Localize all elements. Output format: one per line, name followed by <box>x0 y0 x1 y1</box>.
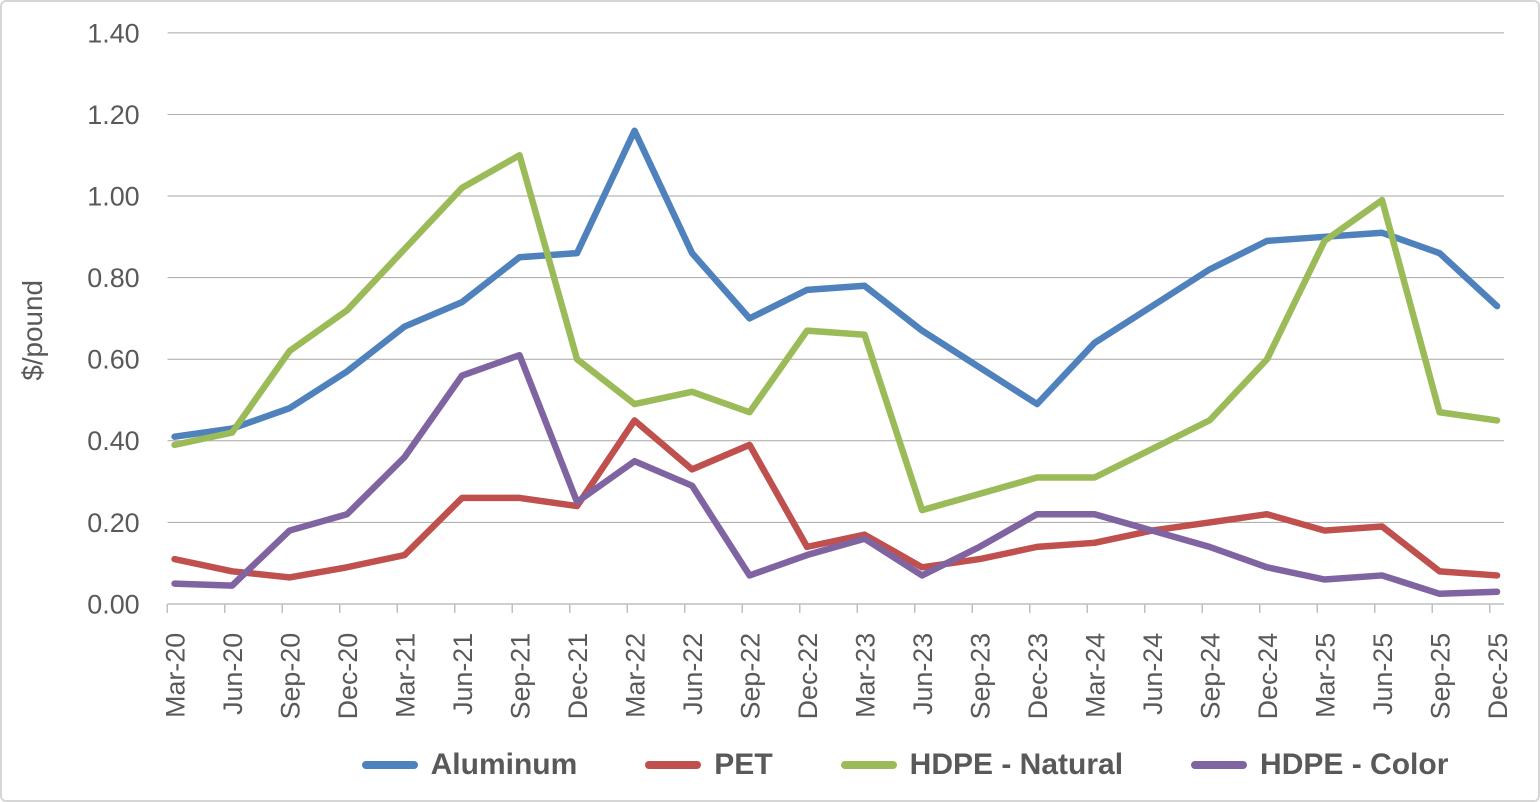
legend-label-hdpe-natural: HDPE - Natural <box>909 748 1124 781</box>
y-axis-tick-label: 0.20 <box>87 508 139 538</box>
legend-item-aluminum: Aluminum <box>361 748 578 782</box>
legend-item-hdpe-color: HDPE - Color <box>1191 748 1448 782</box>
legend-label-pet: PET <box>714 748 773 781</box>
y-axis-tick-label: 0.60 <box>87 345 139 375</box>
x-axis-tick-label: Sep-23 <box>965 633 995 720</box>
y-axis-tick-label: 1.00 <box>87 182 139 212</box>
x-axis-tick-label: Dec-20 <box>333 633 363 720</box>
x-axis-tick-label: Dec-24 <box>1253 633 1283 720</box>
x-axis-tick-label: Mar-21 <box>390 633 420 718</box>
x-axis-tick-label: Jun-20 <box>218 633 248 715</box>
legend: Aluminum PET HDPE - Natural HDPE - Color <box>282 742 1528 788</box>
x-axis-tick-label: Mar-22 <box>620 633 650 718</box>
x-axis-tick-label: Jun-25 <box>1368 633 1398 715</box>
x-axis-tick-label: Sep-21 <box>505 633 535 720</box>
series-lines <box>171 127 1501 598</box>
x-axis-labels: Mar-20 Jun-20 Sep-20 Dec-20 Mar-21 Jun-21 Sep-… <box>160 633 1513 720</box>
series-line-hdpe-natural <box>171 151 1501 514</box>
x-axis-tick-label: Mar-25 <box>1311 633 1341 718</box>
x-axis-tick-label: Sep-22 <box>735 633 765 720</box>
x-axis-tick-label: Sep-25 <box>1426 633 1456 720</box>
x-axis-tick-label: Sep-20 <box>275 633 305 720</box>
x-axis-tick-label: Mar-20 <box>160 633 190 718</box>
x-axis-tick-label: Dec-21 <box>563 633 593 720</box>
gridlines <box>167 32 1505 523</box>
legend-label-hdpe-color: HDPE - Color <box>1260 748 1449 781</box>
series-line-pet <box>171 417 1501 581</box>
y-axis-tick-label: 0.80 <box>87 263 139 293</box>
series-line-hdpe-color <box>171 351 1501 598</box>
y-axis-title: $/pound <box>17 280 48 381</box>
x-axis-tick-label: Mar-24 <box>1081 633 1111 718</box>
x-axis-tick-label: Dec-25 <box>1483 633 1513 720</box>
legend-item-hdpe-natural: HDPE - Natural <box>840 748 1124 782</box>
series-line-aluminum <box>171 127 1501 440</box>
y-axis-tick-label: 0.40 <box>87 426 139 456</box>
legend-label-aluminum: Aluminum <box>430 748 578 781</box>
x-axis-tick-label: Jun-21 <box>448 633 478 715</box>
x-axis-tick-label: Sep-24 <box>1196 633 1226 720</box>
x-axis-tick-label: Dec-23 <box>1023 633 1053 720</box>
legend-swatch-aluminum <box>361 761 418 769</box>
x-axis-tick-label: Jun-24 <box>1138 633 1168 715</box>
legend-swatch-hdpe-natural <box>840 761 897 769</box>
x-axis-tick-label: Mar-23 <box>850 633 880 718</box>
x-axis-tick-label: Dec-22 <box>793 633 823 720</box>
y-axis-tick-label: 0.00 <box>87 589 139 619</box>
x-axis-tick-label: Jun-22 <box>678 633 708 715</box>
legend-swatch-hdpe-color <box>1191 761 1248 769</box>
y-axis-tick-label: 1.40 <box>87 18 139 48</box>
y-axis-tick-label: 1.20 <box>87 100 139 130</box>
legend-item-pet: PET <box>645 748 773 782</box>
legend-swatch-pet <box>645 761 702 769</box>
axes <box>166 603 1505 613</box>
x-axis-tick-label: Jun-23 <box>908 633 938 715</box>
y-axis-labels: 0.00 0.20 0.40 0.60 0.80 1.00 1.20 1.40 <box>87 18 139 619</box>
